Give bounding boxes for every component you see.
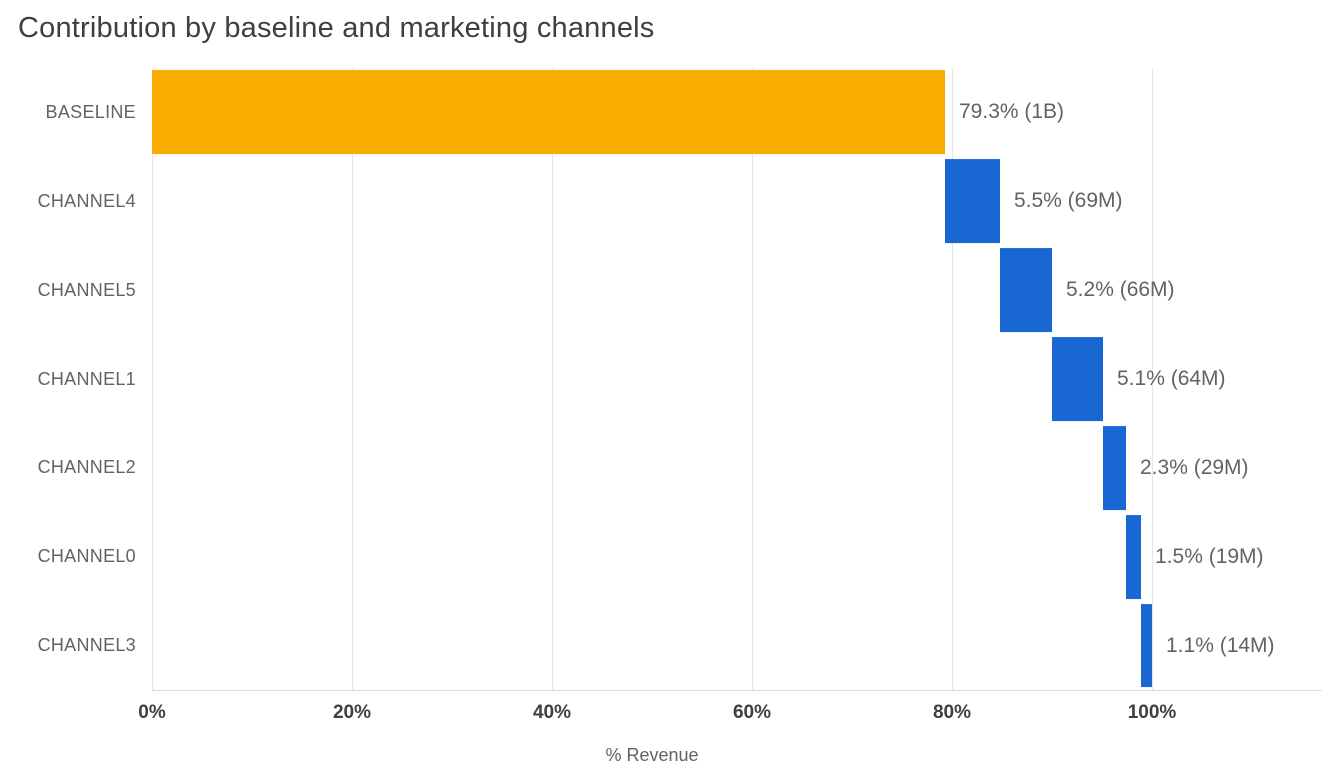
bar-track: 2.3% (29M) [152, 423, 1322, 512]
rows: BASELINE 79.3% (1B) CHANNEL4 5.5% (69M) CHAN… [0, 68, 1322, 690]
gridline [352, 68, 353, 690]
bar-value-label: 79.3% (1B) [959, 100, 1065, 124]
x-tick-label: 100% [1127, 702, 1177, 723]
chart-title: Contribution by baseline and marketing c… [18, 12, 655, 44]
plot-area: BASELINE 79.3% (1B) CHANNEL4 5.5% (69M) CHAN… [0, 68, 1322, 690]
x-axis-title: % Revenue [605, 745, 699, 765]
gridline [752, 68, 753, 690]
gridline [152, 68, 153, 690]
bar-value-label: 5.1% (64M) [1117, 367, 1226, 390]
chart-row: CHANNEL4 5.5% (69M) [0, 157, 1322, 246]
bar-track: 5.5% (69M) [152, 157, 1322, 246]
bar-value-label: 5.2% (66M) [1066, 278, 1175, 302]
bar-value-label: 5.5% (69M) [1013, 189, 1123, 213]
x-tick-label: 80% [932, 702, 972, 723]
category-label: CHANNEL0 [37, 546, 136, 567]
bar-track: 1.5% (19M) [152, 512, 1322, 601]
channel-bar[interactable] [945, 159, 1000, 244]
chart-row: BASELINE 79.3% (1B) [0, 68, 1322, 157]
chart-row: CHANNEL1 5.1% (64M) [0, 335, 1322, 424]
bar-track: 79.3% (1B) [152, 68, 1322, 157]
chart-row: CHANNEL0 1.5% (19M) [0, 512, 1322, 601]
channel-bar[interactable] [1052, 337, 1103, 421]
gridline [1152, 68, 1153, 690]
category-label: CHANNEL4 [37, 190, 136, 211]
bar-track: 5.2% (66M) [152, 246, 1322, 335]
chart-row: CHANNEL3 1.1% (14M) [0, 601, 1322, 690]
category-label: CHANNEL5 [37, 279, 136, 300]
x-tick-label: 40% [532, 702, 572, 723]
category-label: CHANNEL2 [37, 457, 136, 478]
chart-row: CHANNEL2 2.3% (29M) [0, 423, 1322, 512]
category-label: CHANNEL3 [37, 635, 136, 656]
bar-value-label: 2.3% (29M) [1140, 455, 1249, 479]
chart-row: CHANNEL5 5.2% (66M) [0, 246, 1322, 335]
gridline [552, 68, 553, 690]
channel-bar[interactable] [1103, 425, 1126, 510]
bar-track: 5.1% (64M) [152, 335, 1322, 424]
baseline-bar[interactable] [152, 70, 945, 155]
x-axis: % Revenue 0% 20% 40% 60% 80% 100% [138, 690, 1322, 781]
channel-bar[interactable] [1141, 603, 1152, 688]
channel-bar[interactable] [1126, 514, 1141, 599]
category-label: CHANNEL1 [37, 368, 136, 389]
bar-value-label: 1.5% (19M) [1155, 544, 1264, 568]
x-tick-label: 60% [732, 702, 772, 723]
channel-bar[interactable] [1000, 248, 1052, 333]
category-label: BASELINE [45, 101, 136, 122]
x-tick-label: 0% [138, 702, 166, 723]
x-tick-label: 20% [332, 702, 372, 723]
grid-layer [152, 68, 1322, 690]
bar-track: 1.1% (14M) [152, 601, 1322, 690]
gridline [952, 68, 953, 690]
bar-value-label: 1.1% (14M) [1166, 633, 1275, 657]
